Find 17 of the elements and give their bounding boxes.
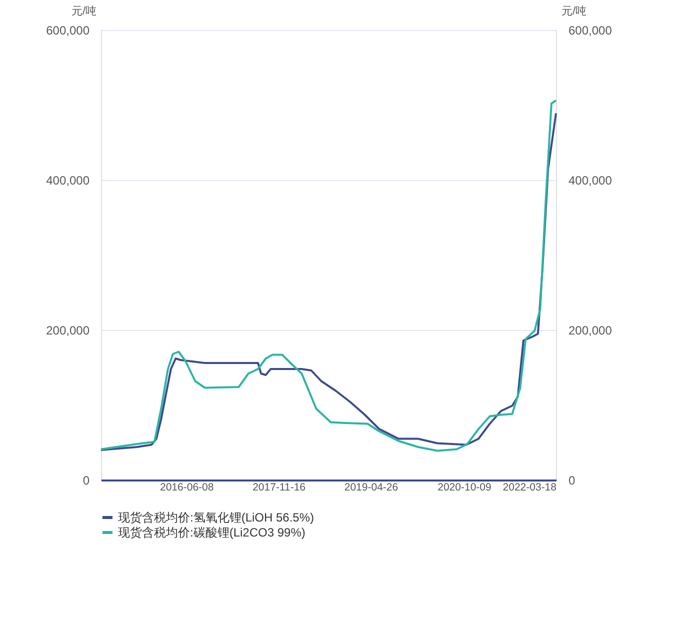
y-tick-label: 600,000 — [46, 24, 90, 38]
x-tick-label: 2017-11-16 — [252, 482, 306, 494]
y2-tick-label: 200,000 — [568, 324, 612, 338]
y-tick-label: 200,000 — [46, 324, 90, 338]
legend-label: 现货含税均价:氢氧化锂(LiOH 56.5%) — [118, 510, 314, 524]
y2-tick-label: 600,000 — [568, 24, 612, 38]
y-tick-label: 400,000 — [46, 174, 90, 188]
x-tick-label: 2019-04-26 — [344, 482, 398, 494]
y-axis-title: 元/吨 — [71, 4, 96, 18]
y-tick-label: 0 — [82, 474, 90, 488]
legend-label: 现货含税均价:碳酸锂(Li2CO3 99%) — [118, 526, 306, 540]
x-tick-label: 2020-10-09 — [438, 482, 492, 494]
y2-tick-label: 400,000 — [568, 174, 612, 188]
y2-axis-title: 元/吨 — [562, 4, 587, 18]
y2-tick-label: 0 — [568, 474, 576, 488]
x-tick-label: 2022-03-18 — [502, 482, 557, 494]
x-tick-label: 2016-06-08 — [160, 482, 214, 494]
